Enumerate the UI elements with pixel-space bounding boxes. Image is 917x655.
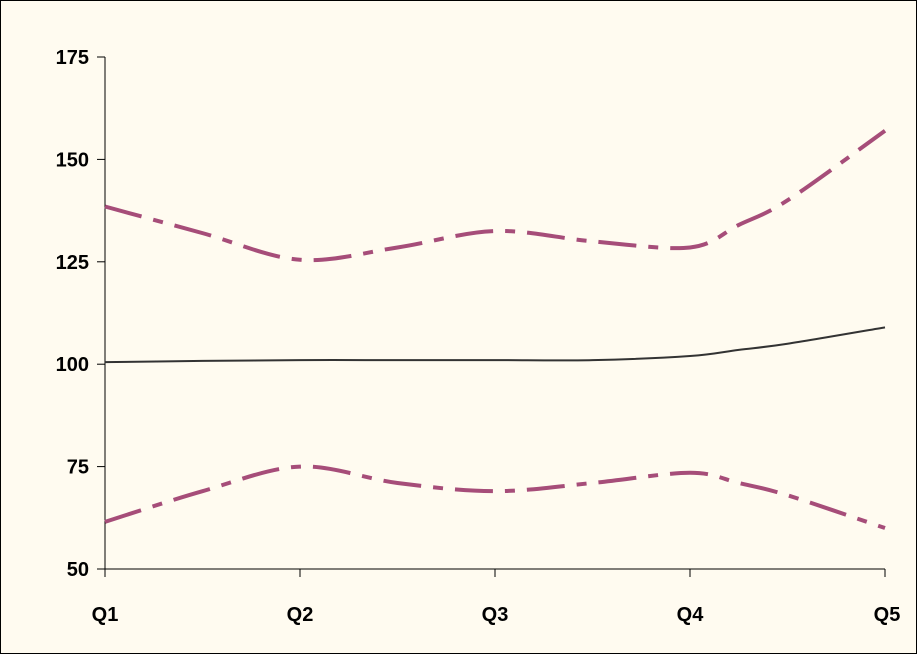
- y-tick-label: 150: [56, 149, 89, 171]
- x-tick-label: Q5: [874, 604, 901, 626]
- series-line-1: [104, 326, 886, 364]
- series-line-2: [104, 129, 887, 263]
- x-tick-label: Q2: [287, 604, 314, 626]
- y-tick-label: 75: [67, 457, 89, 479]
- y-tick-label: 100: [56, 354, 89, 376]
- x-tick-label: Q3: [482, 604, 509, 626]
- x-tick-label: Q1: [92, 604, 119, 626]
- x-tick-label: Q4: [677, 604, 705, 626]
- series-line-3: [104, 464, 886, 530]
- y-tick-label: 125: [56, 252, 89, 274]
- y-tick-label: 175: [56, 47, 89, 69]
- y-tick-label: 50: [67, 559, 89, 581]
